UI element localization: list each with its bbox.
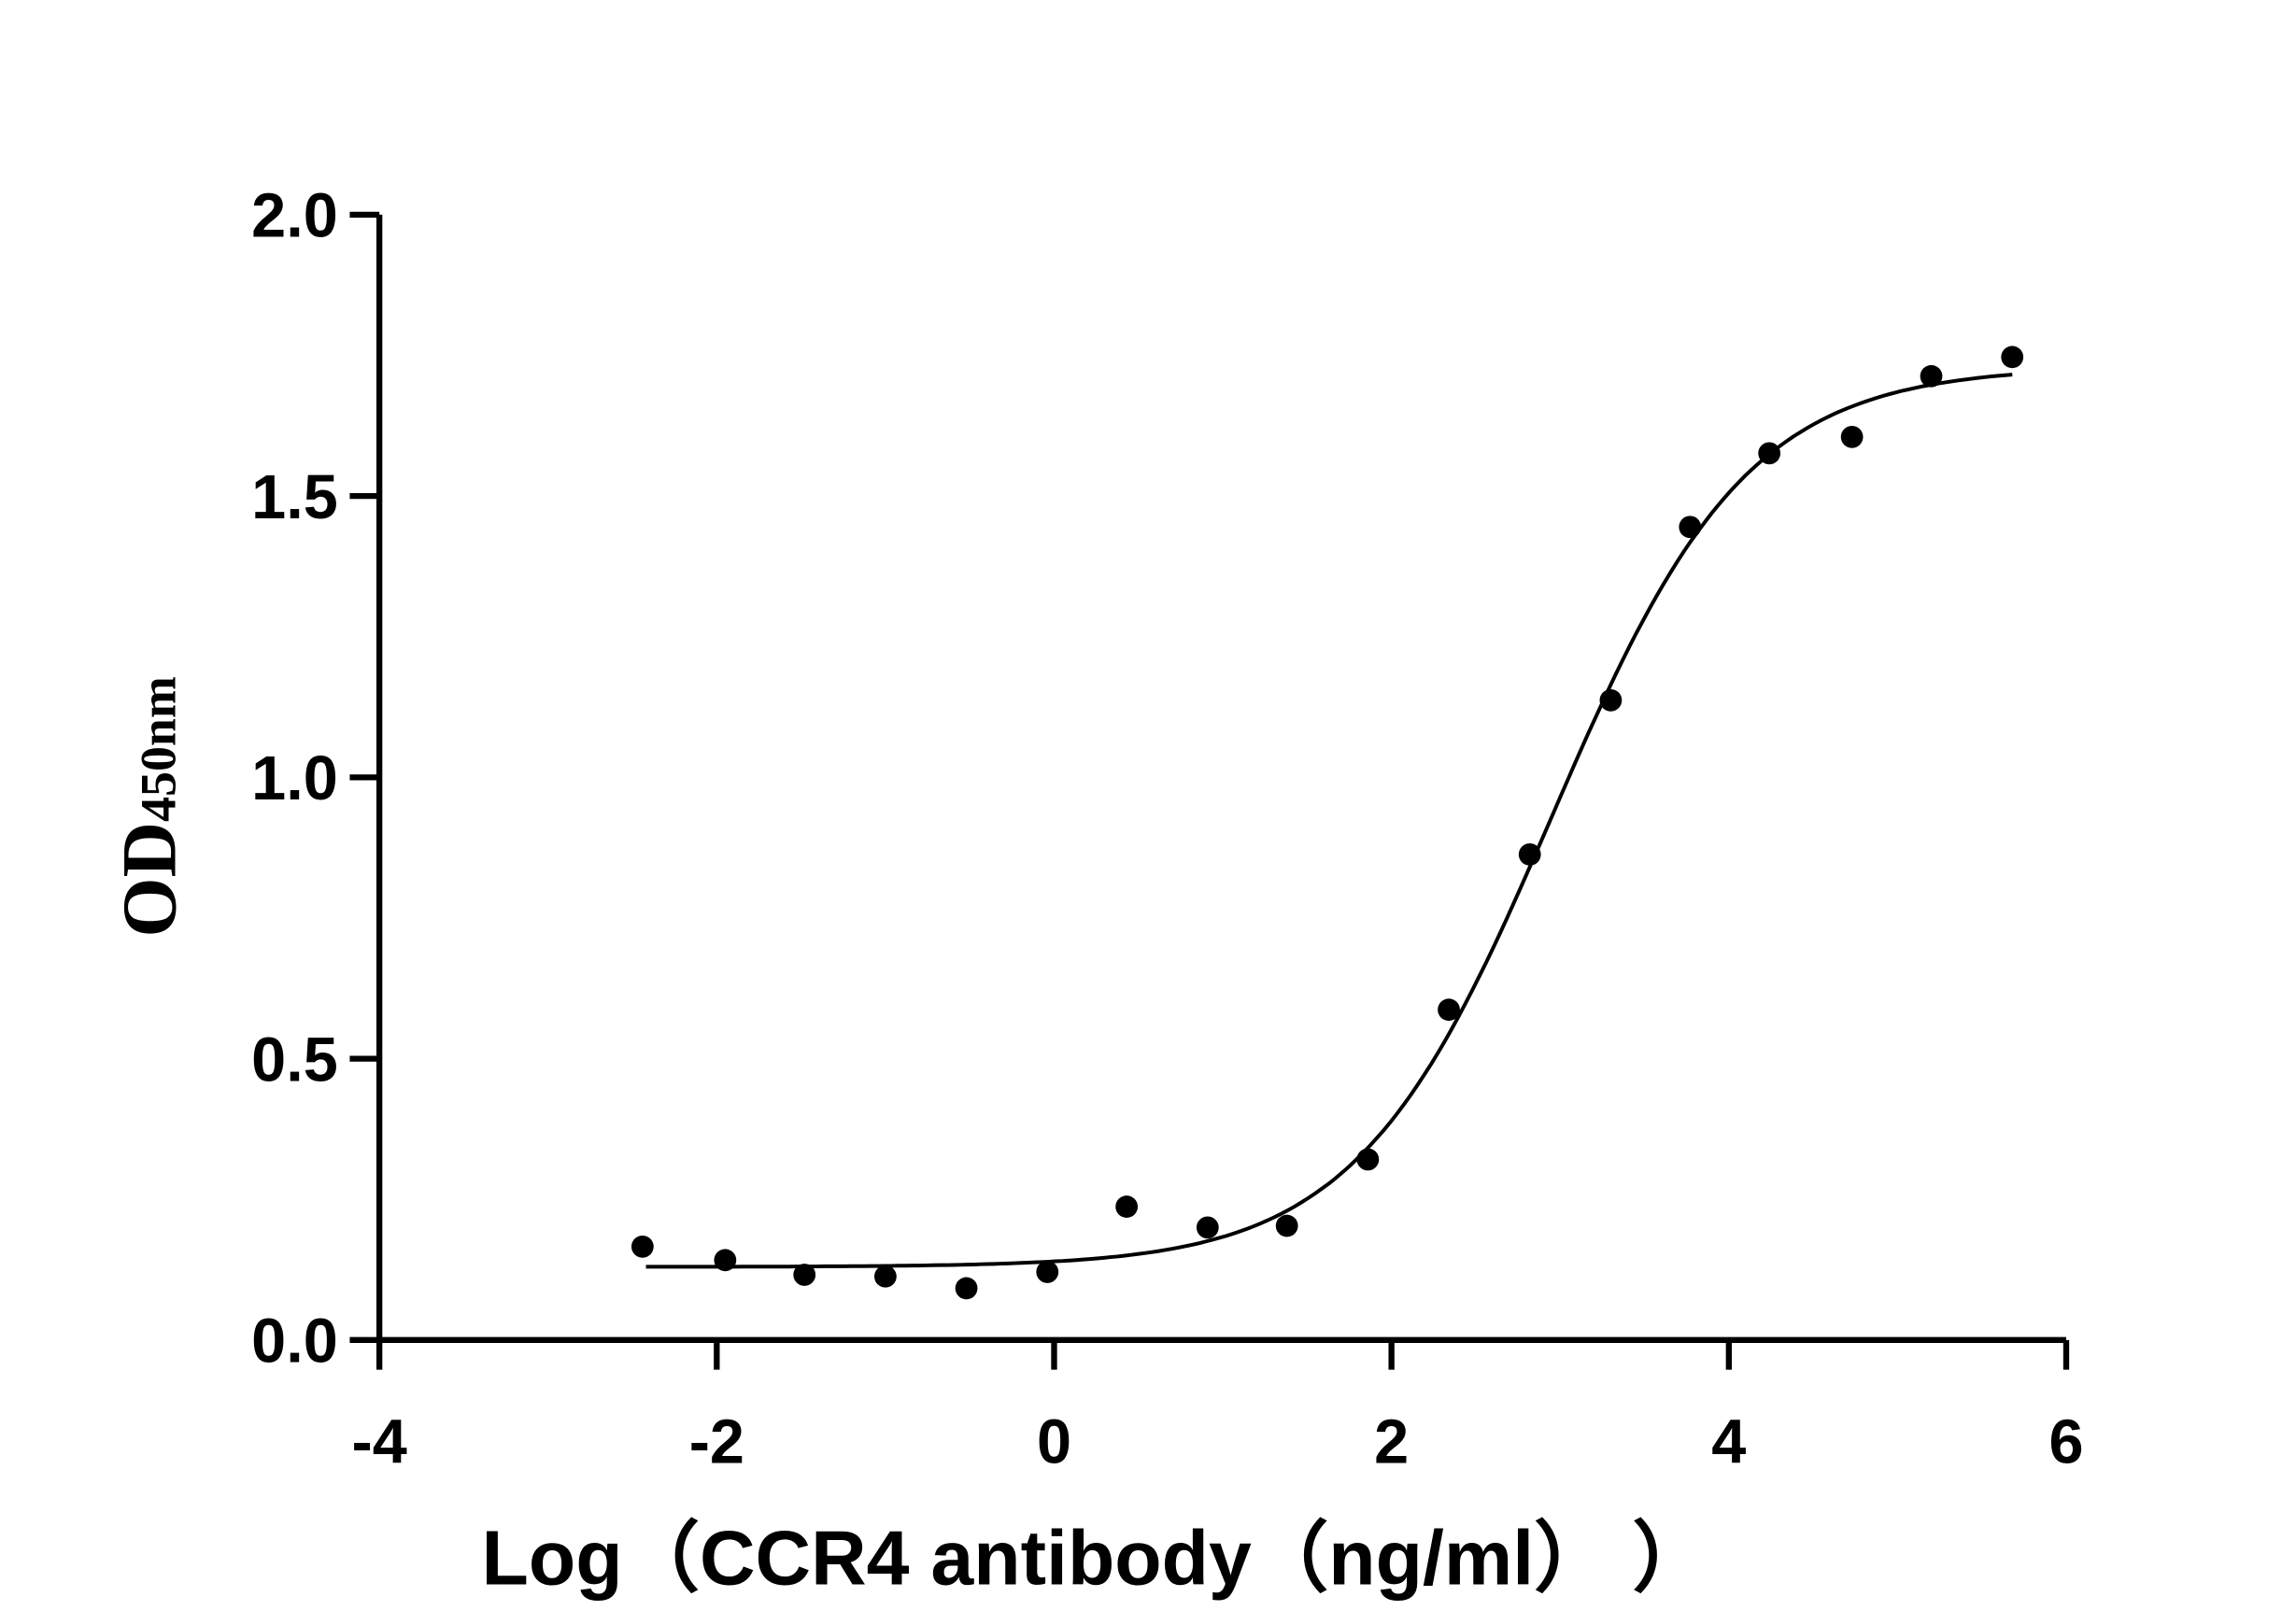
data-point bbox=[793, 1264, 816, 1286]
axes: -4 -2 0 2 4 6 0.0 0.5 1.0 1.5 2.0 bbox=[251, 182, 2083, 1477]
fit-curve bbox=[645, 373, 2013, 1269]
data-point bbox=[955, 1277, 978, 1300]
data-point bbox=[1599, 688, 1623, 712]
data-point bbox=[1840, 425, 1864, 448]
data-point bbox=[2001, 346, 2024, 369]
data-points bbox=[631, 346, 2024, 1300]
data-point bbox=[1518, 843, 1541, 866]
x-tick-label: 4 bbox=[1711, 1407, 1746, 1477]
x-tick-label: 0 bbox=[1037, 1407, 1071, 1477]
data-point bbox=[714, 1249, 737, 1272]
x-axis-label: Log（CCR4 antibody（ng/ml） ） bbox=[482, 1515, 1709, 1601]
data-point bbox=[1438, 998, 1460, 1022]
data-point bbox=[1275, 1214, 1298, 1237]
data-point bbox=[874, 1265, 897, 1288]
data-point bbox=[1920, 364, 1943, 388]
x-tick-label: -2 bbox=[689, 1407, 744, 1477]
data-point bbox=[1758, 442, 1781, 465]
x-tick-label: 6 bbox=[2048, 1407, 2083, 1477]
y-tick-label: 1.0 bbox=[251, 744, 338, 813]
data-point bbox=[1356, 1148, 1380, 1171]
data-point bbox=[1679, 516, 1702, 539]
data-point bbox=[1115, 1195, 1139, 1218]
x-tick-label: 2 bbox=[1374, 1407, 1409, 1477]
y-tick-label: 0.5 bbox=[251, 1025, 338, 1095]
data-point bbox=[1036, 1261, 1059, 1283]
data-point bbox=[631, 1235, 654, 1258]
y-tick-label: 2.0 bbox=[251, 182, 338, 251]
data-point bbox=[1196, 1216, 1219, 1239]
y-axis-label: OD450nm bbox=[106, 676, 191, 937]
x-tick-label: -4 bbox=[352, 1407, 407, 1477]
y-tick-label: 1.5 bbox=[251, 463, 338, 532]
y-tick-label: 0.0 bbox=[251, 1307, 338, 1377]
